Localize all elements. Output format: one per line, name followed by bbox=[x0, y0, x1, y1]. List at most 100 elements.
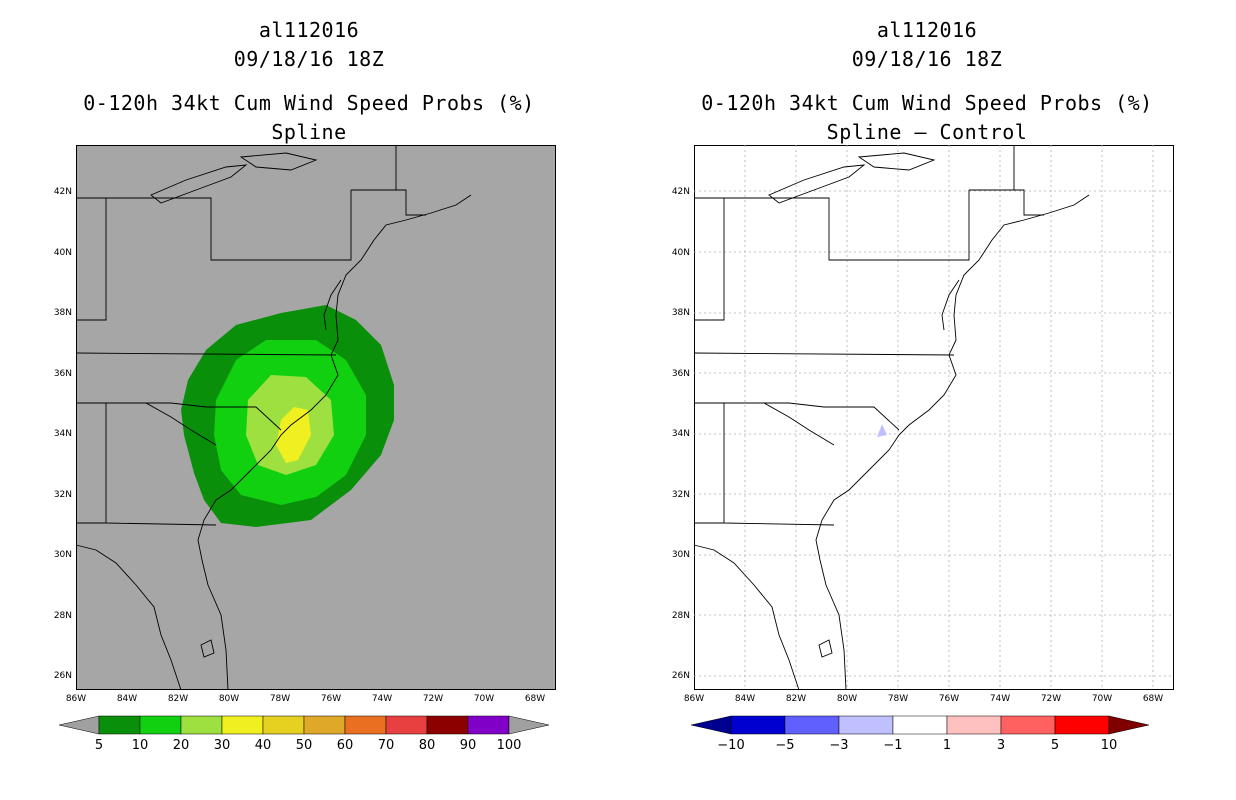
colorbar-swatch bbox=[262, 715, 305, 735]
colorbar-label: 90 bbox=[459, 738, 477, 753]
lon-label: 84W bbox=[734, 694, 756, 704]
colorbar-label: 40 bbox=[254, 738, 272, 753]
chesapeake-bay bbox=[941, 279, 960, 331]
lat-label: 32N bbox=[53, 490, 72, 500]
atlantic-coastline bbox=[815, 194, 1090, 691]
storm-id-title: al112016 bbox=[258, 18, 360, 42]
lake-okeechobee bbox=[200, 639, 215, 658]
lon-label: 70W bbox=[473, 694, 495, 704]
lat-label: 28N bbox=[671, 611, 690, 621]
lat-label: 42N bbox=[53, 187, 72, 197]
state-boundaries bbox=[693, 145, 1044, 526]
colorbar-label: −5 bbox=[775, 738, 795, 753]
lat-label: 38N bbox=[53, 308, 72, 318]
atlantic-coastline bbox=[197, 194, 472, 691]
colorbar-under-arrow bbox=[58, 715, 100, 735]
colorbar-swatch bbox=[385, 715, 428, 735]
gulf-coastline bbox=[75, 544, 182, 691]
chesapeake-bay bbox=[323, 279, 342, 331]
colorbar-swatch bbox=[946, 715, 1002, 735]
colorbar-label: −10 bbox=[717, 738, 745, 753]
colorbar-label: 100 bbox=[496, 738, 522, 753]
lake-ontario bbox=[857, 152, 936, 171]
difference-map bbox=[693, 145, 1174, 691]
lon-label: 76W bbox=[938, 694, 960, 704]
colorbar-label: 3 bbox=[996, 738, 1006, 753]
colorbar-label: 70 bbox=[377, 738, 395, 753]
colorbar-swatch bbox=[838, 715, 894, 735]
map-layers bbox=[181, 305, 394, 527]
colorbar-label: 30 bbox=[213, 738, 231, 753]
right-panel: al112016 09/18/16 18Z 0-120h 34kt Cum Wi… bbox=[618, 0, 1236, 800]
valid-time-title: 09/18/16 18Z bbox=[851, 47, 1003, 71]
probability-colorbar bbox=[58, 715, 550, 735]
colorbar-swatch bbox=[467, 715, 510, 735]
lake-erie bbox=[768, 164, 866, 204]
lake-okeechobee bbox=[818, 639, 833, 658]
lake-erie bbox=[150, 164, 248, 204]
variant-title: Spline – Control bbox=[826, 120, 1028, 144]
colorbar-swatch bbox=[784, 715, 840, 735]
colorbar-label: 60 bbox=[336, 738, 354, 753]
colorbar-label: 5 bbox=[94, 738, 104, 753]
coastline-layer bbox=[75, 145, 472, 691]
coastline-layer bbox=[693, 145, 1090, 691]
colorbar-label: 50 bbox=[295, 738, 313, 753]
valid-time-title: 09/18/16 18Z bbox=[233, 47, 385, 71]
colorbar-label: −3 bbox=[829, 738, 849, 753]
lon-label: 80W bbox=[836, 694, 858, 704]
lon-label: 86W bbox=[65, 694, 87, 704]
difference-shading bbox=[877, 424, 887, 437]
gulf-coastline bbox=[693, 544, 800, 691]
state-boundaries bbox=[75, 145, 426, 526]
lat-label: 36N bbox=[53, 369, 72, 379]
colorbar-label: −1 bbox=[883, 738, 903, 753]
lon-label: 84W bbox=[116, 694, 138, 704]
colorbar-label: 5 bbox=[1050, 738, 1060, 753]
lat-label: 34N bbox=[53, 429, 72, 439]
lat-label: 38N bbox=[671, 308, 690, 318]
colorbar-swatch bbox=[344, 715, 387, 735]
colorbar-under-arrow bbox=[690, 715, 732, 735]
product-title: 0-120h 34kt Cum Wind Speed Probs (%) bbox=[83, 91, 535, 115]
lon-label: 74W bbox=[371, 694, 393, 704]
lon-label: 82W bbox=[167, 694, 189, 704]
lon-label: 78W bbox=[887, 694, 909, 704]
left-panel: al112016 09/18/16 18Z 0-120h 34kt Cum Wi… bbox=[53, 18, 556, 753]
colorbar-swatch bbox=[1054, 715, 1110, 735]
lat-label: 40N bbox=[671, 248, 690, 258]
lat-label: 26N bbox=[53, 671, 72, 681]
lon-label: 76W bbox=[320, 694, 342, 704]
prob-contour-30 bbox=[276, 407, 311, 463]
colorbar-swatch bbox=[1000, 715, 1056, 735]
lon-label: 80W bbox=[218, 694, 240, 704]
lat-label: 30N bbox=[671, 550, 690, 560]
lon-label: 72W bbox=[1040, 694, 1062, 704]
colorbar-label: 20 bbox=[172, 738, 190, 753]
lake-ontario bbox=[239, 152, 318, 171]
difference-colorbar bbox=[690, 715, 1150, 735]
grid-lines bbox=[694, 145, 1174, 690]
colorbar-swatch bbox=[221, 715, 264, 735]
colorbar-label: 10 bbox=[131, 738, 149, 753]
colorbar-over-arrow bbox=[1108, 715, 1150, 735]
colorbar-swatch bbox=[303, 715, 346, 735]
lon-label: 82W bbox=[785, 694, 807, 704]
lat-label: 30N bbox=[53, 550, 72, 560]
colorbar-swatch bbox=[426, 715, 469, 735]
lat-label: 34N bbox=[671, 429, 690, 439]
lon-label: 68W bbox=[524, 694, 546, 704]
lat-label: 28N bbox=[53, 611, 72, 621]
colorbar-label: 1 bbox=[942, 738, 952, 753]
colorbar-swatch bbox=[180, 715, 223, 735]
storm-id-title: al112016 bbox=[876, 18, 978, 42]
lon-label: 70W bbox=[1091, 694, 1113, 704]
colorbar-swatch bbox=[730, 715, 786, 735]
lat-label: 26N bbox=[671, 671, 690, 681]
lat-label: 36N bbox=[671, 369, 690, 379]
lat-label: 40N bbox=[53, 248, 72, 258]
colorbar-over-arrow bbox=[508, 715, 550, 735]
lon-label: 86W bbox=[683, 694, 705, 704]
colorbar-swatch bbox=[139, 715, 182, 735]
colorbar-swatch bbox=[892, 715, 948, 735]
